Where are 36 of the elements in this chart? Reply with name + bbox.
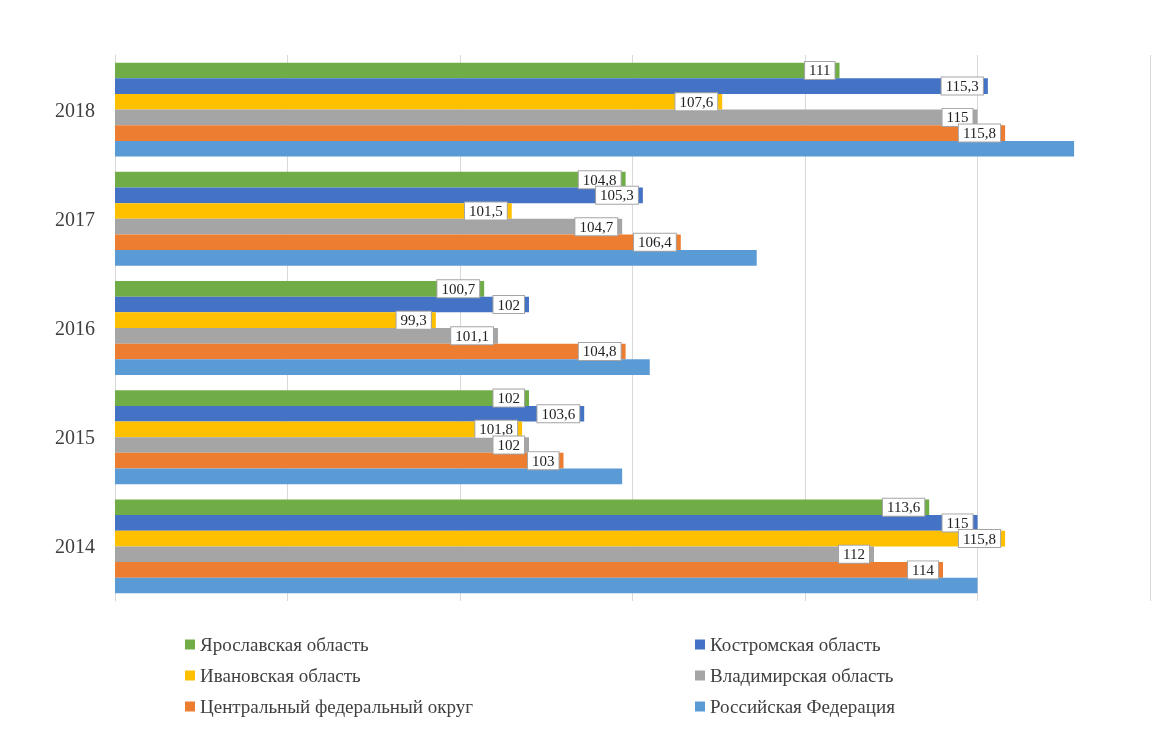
data-label: 107,6 xyxy=(679,93,714,110)
data-label: 99,3 xyxy=(400,312,427,329)
legend-label: Центральный федеральный округ xyxy=(200,696,474,717)
legend-label: Ивановская область xyxy=(200,665,362,686)
legend-label: Костромская область xyxy=(710,634,881,655)
data-label: 101,5 xyxy=(469,202,503,219)
legend-label: Владимирская область xyxy=(710,665,894,686)
y-tick-label: 2014 xyxy=(55,535,95,558)
y-tick-label: 2016 xyxy=(55,317,95,339)
data-label: 115,3 xyxy=(945,78,979,95)
legend-label: Российская Федерация xyxy=(710,696,896,717)
data-label: 115 xyxy=(946,109,969,126)
data-label: 104,8 xyxy=(582,343,617,360)
data-label: 101,8 xyxy=(479,421,514,438)
data-label: 103 xyxy=(532,452,555,469)
data-label: 102 xyxy=(497,296,520,313)
data-label: 101,1 xyxy=(455,327,489,344)
data-label: 104,8 xyxy=(582,171,617,188)
data-label: 102 xyxy=(497,390,520,407)
data-label: 105,3 xyxy=(600,187,634,204)
data-label: 100,7 xyxy=(441,280,476,297)
y-tick-label: 2018 xyxy=(55,98,95,121)
data-label: 115,8 xyxy=(962,530,997,547)
data-label: 114 xyxy=(912,561,935,578)
legend-label: Ярославская область xyxy=(200,634,369,655)
data-label: 103,6 xyxy=(541,405,576,422)
data-label: 104,7 xyxy=(579,218,614,235)
data-label: 111 xyxy=(809,62,831,79)
data-label: 115,8 xyxy=(962,125,997,142)
data-label: 115 xyxy=(946,514,969,531)
data-label: 112 xyxy=(843,546,865,563)
data-label: 106,4 xyxy=(638,234,673,251)
y-tick-label: 2015 xyxy=(55,426,95,449)
data-label: 102 xyxy=(497,437,520,454)
y-tick-label: 2017 xyxy=(55,207,95,230)
data-label: 113,6 xyxy=(887,499,921,516)
